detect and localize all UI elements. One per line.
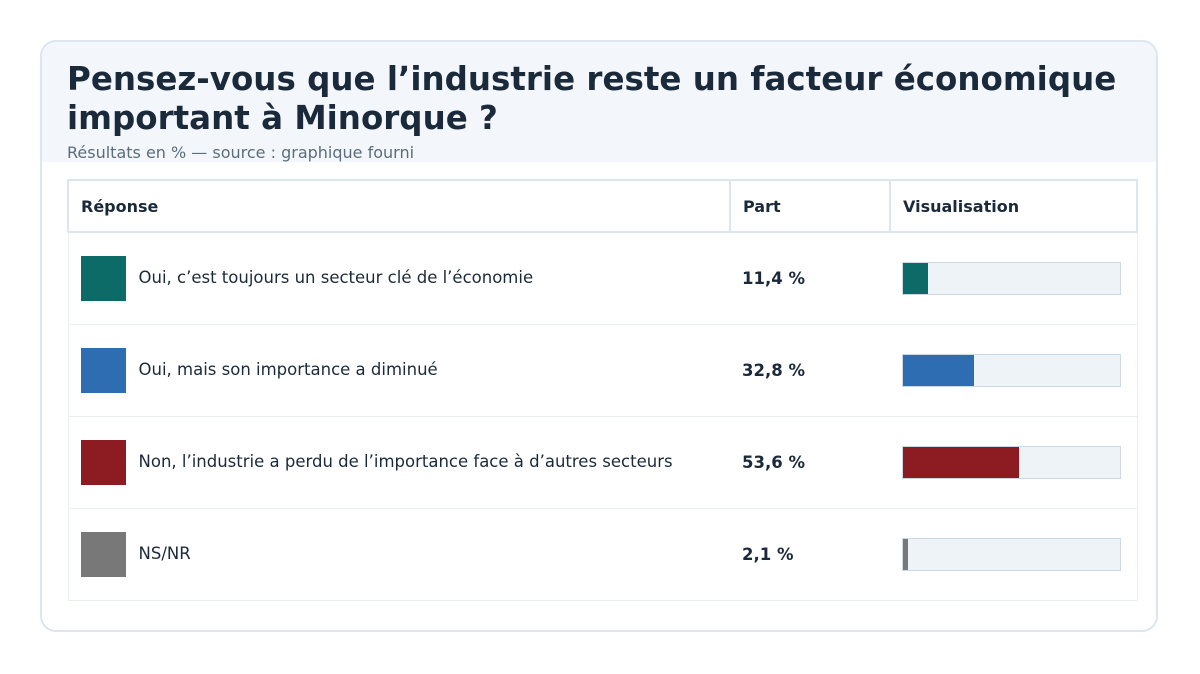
table-row: NS/NR 2,1 % — [67, 507, 1138, 601]
answer-cell: NS/NR — [67, 507, 730, 601]
column-header-visualisation: Visualisation — [889, 179, 1138, 233]
answer-label: Non, l’industrie a perdu de l’importance… — [138, 452, 673, 471]
answer-cell-content: Oui, mais son importance a diminué — [80, 347, 719, 393]
part-cell: 32,8 % — [730, 323, 890, 417]
visualisation-cell — [890, 507, 1138, 601]
data-label: 2,1 % — [742, 544, 794, 564]
bar-track — [902, 261, 1121, 295]
column-header-part: Part — [729, 179, 891, 233]
bar — [903, 446, 1020, 478]
answer-label: Oui, mais son importance a diminué — [138, 360, 438, 379]
bar-track — [902, 537, 1121, 571]
visualisation-cell — [890, 231, 1138, 325]
table-row: Oui, c’est toujours un secteur clé de l’… — [67, 231, 1138, 325]
bar — [903, 538, 908, 570]
page-subtitle: Résultats en % — source : graphique four… — [67, 143, 415, 162]
legend-swatch — [80, 255, 126, 301]
results-table: Réponse Part Visualisation Oui, c’est to… — [67, 179, 1138, 601]
legend-swatch — [80, 439, 126, 485]
answer-cell: Non, l’industrie a perdu de l’importance… — [67, 415, 730, 509]
results-card: Pensez-vous que l’industrie reste un fac… — [40, 40, 1158, 632]
part-cell: 53,6 % — [730, 415, 890, 509]
bar-track — [902, 445, 1121, 479]
answer-cell: Oui, mais son importance a diminué — [67, 323, 730, 417]
bar — [903, 262, 928, 294]
visualisation-cell — [890, 415, 1138, 509]
table-header-row: Réponse Part Visualisation — [67, 179, 1138, 233]
data-label: 11,4 % — [742, 268, 805, 288]
part-cell: 2,1 % — [730, 507, 890, 601]
table-row: Oui, mais son importance a diminué 32,8 … — [67, 323, 1138, 417]
answer-label: NS/NR — [138, 544, 191, 563]
answer-cell-content: Oui, c’est toujours un secteur clé de l’… — [80, 255, 719, 301]
answer-cell: Oui, c’est toujours un secteur clé de l’… — [67, 231, 730, 325]
table-row: Non, l’industrie a perdu de l’importance… — [67, 415, 1138, 509]
part-cell: 11,4 % — [730, 231, 890, 325]
answer-label: Oui, c’est toujours un secteur clé de l’… — [138, 268, 534, 288]
legend-swatch — [80, 347, 126, 393]
bar — [903, 354, 975, 386]
visualisation-cell — [890, 323, 1138, 417]
answer-cell-content: Non, l’industrie a perdu de l’importance… — [80, 439, 719, 485]
answer-cell-content: NS/NR — [80, 531, 719, 577]
data-label: 32,8 % — [742, 360, 805, 380]
card-header: Pensez-vous que l’industrie reste un fac… — [42, 42, 1156, 162]
page-title: Pensez-vous que l’industrie reste un fac… — [67, 60, 1117, 137]
bar-track — [902, 353, 1121, 387]
column-header-answer: Réponse — [67, 179, 731, 233]
legend-swatch — [80, 531, 126, 577]
data-label: 53,6 % — [742, 452, 805, 472]
